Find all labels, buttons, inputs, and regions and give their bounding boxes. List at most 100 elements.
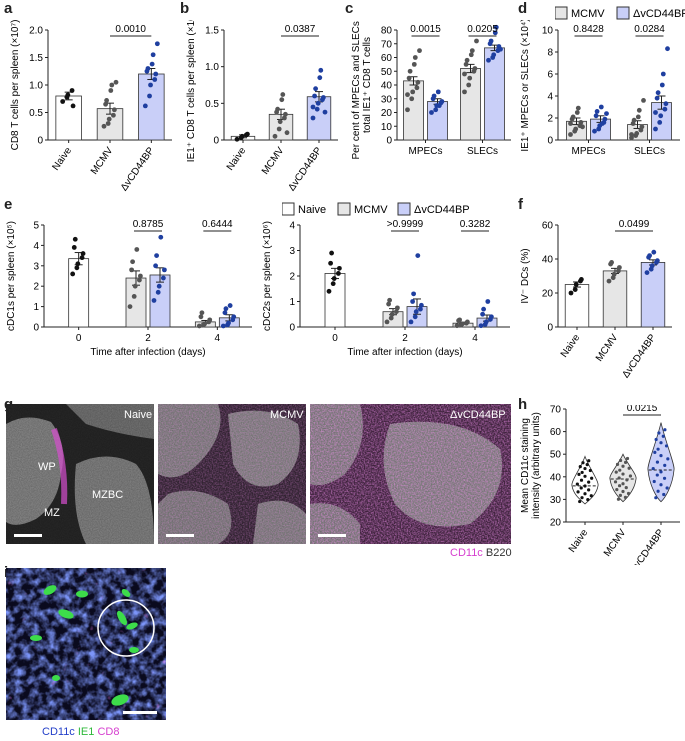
- p-value-label: 0.6444: [202, 219, 233, 230]
- data-point: [283, 111, 288, 117]
- data-point: [80, 251, 86, 256]
- legend-label-dvcd44bp: ΔvCD44BP: [633, 8, 685, 20]
- data-point: [570, 114, 576, 120]
- data-point: [158, 234, 164, 240]
- data-point: [322, 109, 328, 115]
- y-tick-label: 10: [542, 26, 554, 37]
- data-point: [275, 106, 280, 112]
- data-point: [575, 482, 579, 486]
- micrograph-label-naive: Naive: [124, 409, 152, 421]
- data-point: [70, 271, 76, 277]
- data-point: [104, 98, 109, 103]
- y-tick-label: 40: [550, 472, 562, 483]
- data-point: [573, 126, 579, 132]
- p-value-label: 0.0010: [115, 24, 146, 35]
- data-point: [662, 106, 668, 112]
- data-point: [576, 490, 580, 494]
- data-point: [634, 131, 640, 136]
- data-point: [661, 434, 665, 438]
- data-point: [328, 260, 333, 266]
- data-point: [606, 278, 612, 284]
- x-tick-label: Naive: [225, 145, 249, 173]
- x-tick-label: Naive: [50, 145, 74, 173]
- p-value-label: 0.3282: [460, 219, 491, 230]
- data-point: [314, 106, 320, 112]
- chart-e1: 0 1 2 3 4 5 cDC1s per spleen (×10⁵) 0 2 4 0.8785 0.…: [6, 219, 252, 358]
- y-tick-label: 0: [386, 136, 392, 147]
- data-point: [70, 103, 76, 109]
- data-point: [621, 464, 625, 468]
- data-point: [79, 255, 85, 261]
- p-value-label: 0.0499: [619, 219, 650, 230]
- data-point: [635, 114, 641, 120]
- stain-legend-i: CD11c IE1 CD8: [42, 726, 119, 738]
- data-point: [655, 90, 661, 96]
- y-axis-label: cDC2s per spleen (×10⁶): [262, 221, 273, 331]
- data-point: [412, 55, 418, 60]
- data-point: [410, 89, 416, 95]
- x-tick-label: MCMV: [594, 332, 621, 364]
- x-tick-label: SLECs: [634, 146, 665, 157]
- chart-f: 0 20 40 60 IV⁻ DCs (%) Naive MCMV ΔvCD44BP 0.049…: [520, 219, 672, 380]
- x-tick-label: 0: [332, 333, 338, 344]
- data-point: [585, 463, 589, 467]
- y-axis-label: CD8 T cells per spleen (×10⁷): [10, 20, 21, 150]
- y-tick-label: 4: [33, 241, 39, 252]
- data-point: [154, 41, 160, 47]
- data-point: [485, 299, 491, 304]
- data-point: [196, 323, 202, 329]
- data-point: [310, 104, 316, 110]
- data-point: [621, 472, 625, 476]
- legend-swatch-dvcd44bp: [397, 202, 411, 216]
- data-point: [150, 52, 156, 58]
- data-point: [410, 299, 415, 304]
- data-point: [130, 259, 136, 265]
- data-point: [433, 107, 439, 113]
- stain-ie1: IE1: [77, 726, 95, 738]
- p-value-label: 0.8785: [133, 219, 164, 230]
- micrograph-label-dvcd44bp: ΔvCD44BP: [450, 409, 506, 421]
- data-point: [431, 93, 437, 99]
- data-point: [162, 267, 167, 273]
- data-point: [272, 133, 278, 139]
- y-tick-label: 50: [550, 450, 562, 461]
- scale-bar: [14, 534, 42, 537]
- data-point: [127, 304, 133, 309]
- x-tick-label: Naive: [559, 332, 583, 360]
- y-tick-label: 2: [289, 272, 295, 283]
- data-point: [578, 120, 584, 125]
- data-point: [227, 303, 233, 308]
- legend-swatch-mcmv: [555, 6, 568, 20]
- data-point: [575, 105, 581, 111]
- data-point: [659, 82, 665, 88]
- scale-bar: [123, 711, 157, 714]
- data-point: [580, 124, 585, 130]
- data-point: [626, 491, 631, 496]
- data-point: [413, 309, 419, 315]
- data-point: [152, 77, 158, 82]
- data-point: [599, 121, 605, 126]
- y-tick-label: 20: [542, 289, 554, 300]
- data-point: [231, 314, 237, 320]
- y-tick-label: 4: [547, 92, 553, 103]
- data-point: [586, 498, 590, 502]
- data-point: [618, 468, 622, 472]
- data-point: [594, 109, 600, 114]
- data-point: [579, 478, 584, 482]
- violin: [571, 455, 599, 505]
- data-point: [625, 456, 630, 461]
- data-point: [472, 66, 478, 71]
- y-axis-label: IE1⁺ CD8 T cells per spleen (×10⁵): [186, 20, 197, 162]
- p-value-label: 0.0215: [627, 405, 658, 414]
- data-point: [394, 309, 399, 315]
- y-tick-label: 0: [33, 323, 39, 334]
- data-point: [662, 492, 666, 497]
- data-point: [625, 478, 629, 482]
- data-point: [457, 317, 462, 323]
- data-point: [469, 48, 475, 54]
- y-tick-label: 30: [381, 94, 393, 105]
- data-point: [641, 98, 646, 103]
- bar: [602, 270, 628, 328]
- data-point: [337, 265, 342, 271]
- data-point: [621, 482, 625, 486]
